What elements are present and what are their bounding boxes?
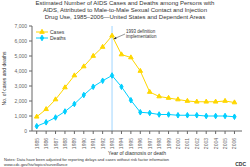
svg-text:1,000: 1,000 xyxy=(14,113,27,119)
html-text:Notes: Data have been adjusted: Notes: Data have been adjusted for repor… xyxy=(4,157,169,167)
svg-text:4,000: 4,000 xyxy=(14,68,27,74)
svg-text:1989: 1989 xyxy=(71,138,77,149)
svg-text:1990: 1990 xyxy=(81,138,87,149)
svg-text:2000: 2000 xyxy=(175,138,181,149)
svg-text:2003: 2003 xyxy=(203,138,209,149)
svg-text:1986: 1986 xyxy=(43,138,49,149)
svg-text:Year of diagnosis or death: Year of diagnosis or death xyxy=(108,150,166,155)
svg-text:1999: 1999 xyxy=(166,138,172,149)
svg-text:1994: 1994 xyxy=(118,138,124,149)
html-text:Estimated Number of AIDS Cases: Estimated Number of AIDS Cases and Death… xyxy=(35,0,215,20)
svg-text:1995: 1995 xyxy=(128,138,134,149)
html-text:CDC: CDC xyxy=(235,161,246,167)
svg-text:6,000: 6,000 xyxy=(14,38,27,44)
svg-text:2,000: 2,000 xyxy=(14,98,27,104)
svg-text:2004: 2004 xyxy=(213,138,219,149)
html-text:Deaths: Deaths xyxy=(50,35,66,41)
svg-text:2001: 2001 xyxy=(184,138,190,149)
svg-text:implementation: implementation xyxy=(126,34,157,39)
svg-text:1993: 1993 xyxy=(109,138,115,149)
svg-text:3,000: 3,000 xyxy=(14,83,27,89)
svg-text:1993 definition: 1993 definition xyxy=(126,28,156,34)
svg-text:2006: 2006 xyxy=(231,138,237,149)
svg-text:5,000: 5,000 xyxy=(14,53,27,59)
svg-text:1987: 1987 xyxy=(53,138,59,149)
svg-text:1991: 1991 xyxy=(90,138,96,149)
svg-text:1998: 1998 xyxy=(156,138,162,149)
svg-text:1988: 1988 xyxy=(62,138,68,149)
svg-text:0: 0 xyxy=(24,128,27,134)
svg-text:2002: 2002 xyxy=(194,138,200,149)
html-text:Cases: Cases xyxy=(50,29,65,35)
svg-text:No. of cases and deaths: No. of cases and deaths xyxy=(1,51,7,105)
svg-text:1996: 1996 xyxy=(137,138,143,149)
svg-text:1985: 1985 xyxy=(34,138,40,149)
svg-text:1997: 1997 xyxy=(147,138,153,149)
svg-text:7,000: 7,000 xyxy=(14,23,27,29)
svg-text:2005: 2005 xyxy=(222,138,228,149)
svg-text:1992: 1992 xyxy=(100,138,106,149)
